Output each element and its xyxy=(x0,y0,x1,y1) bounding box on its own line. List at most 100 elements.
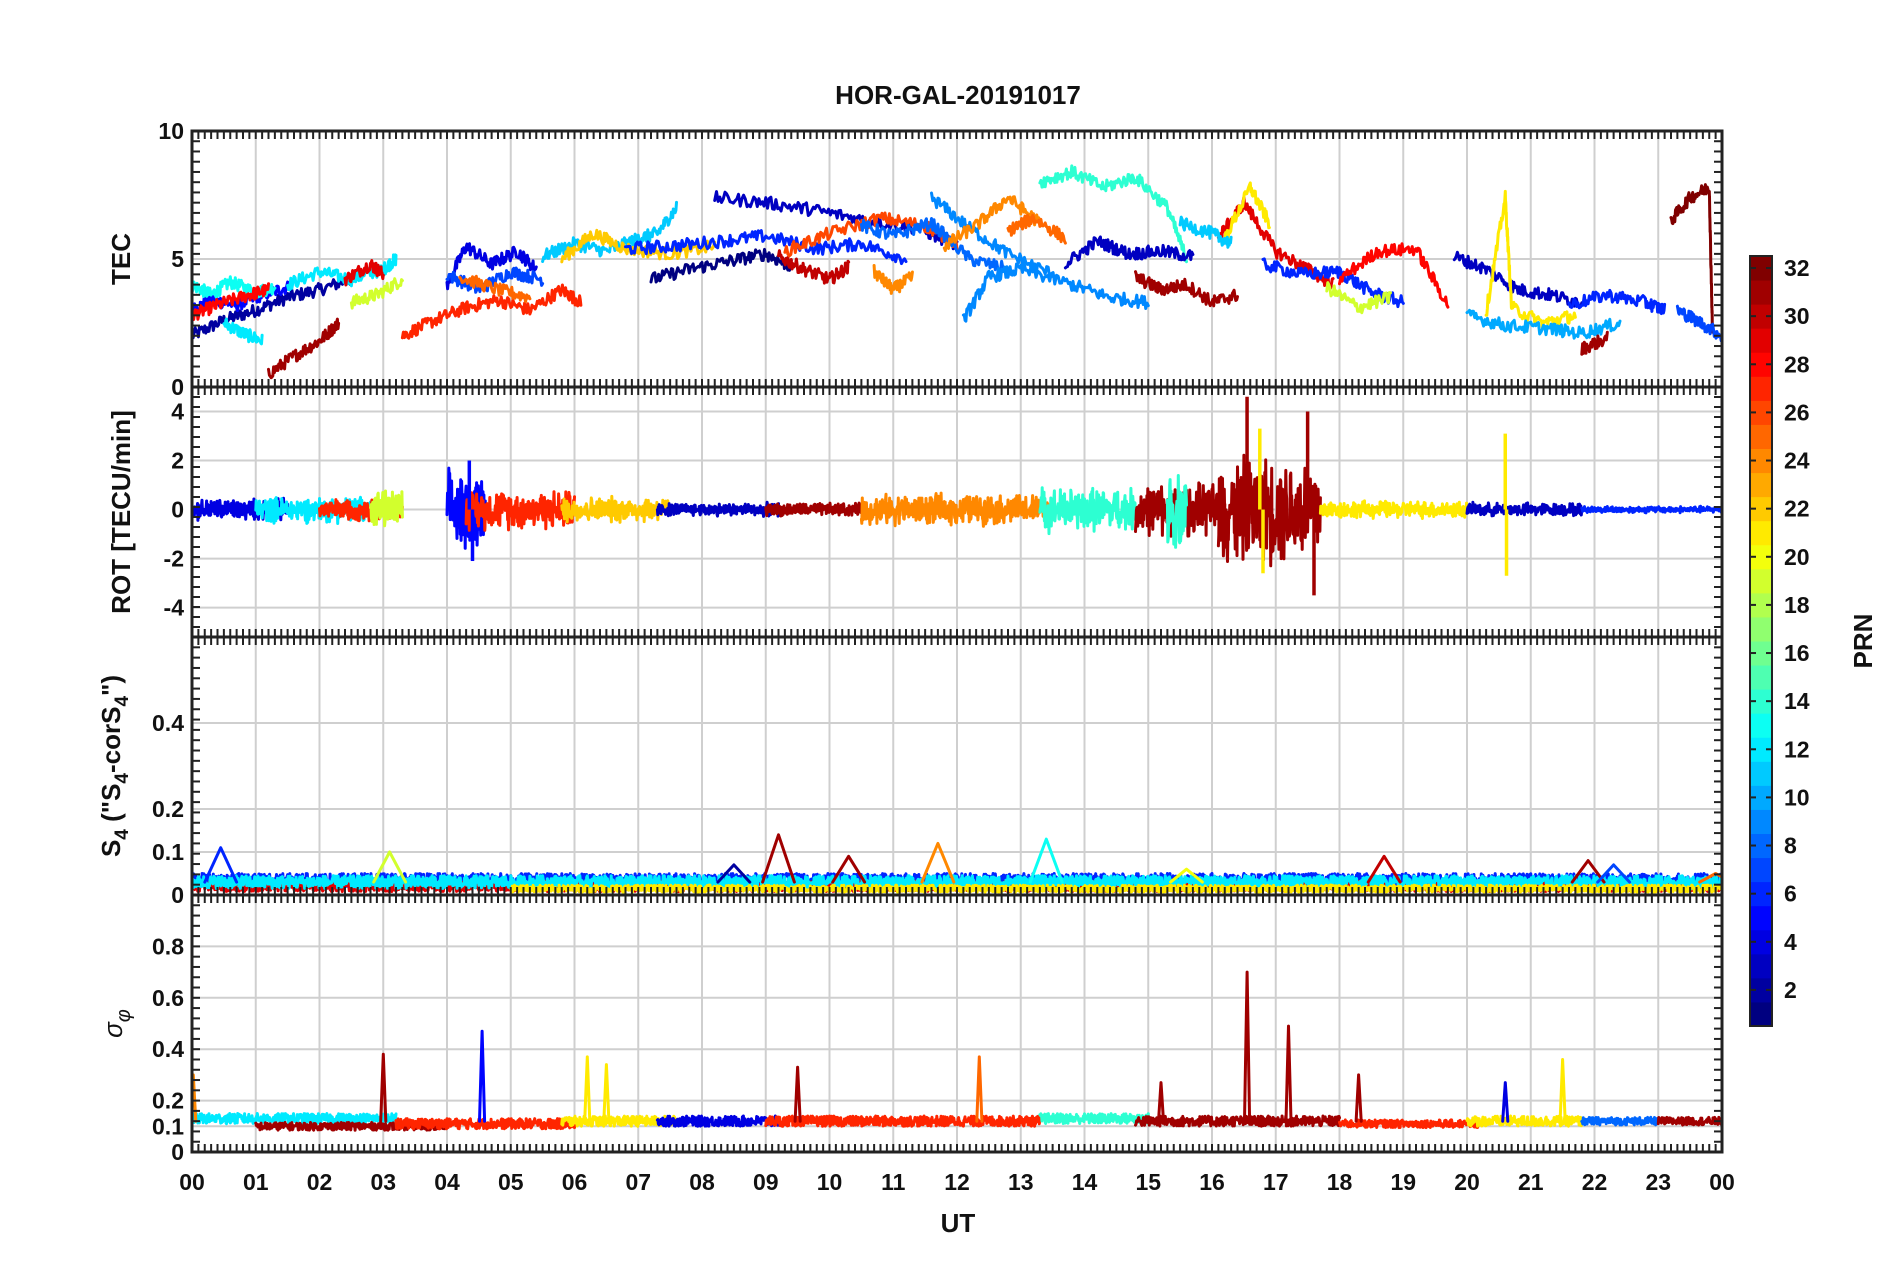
colorbar-segment xyxy=(1750,833,1772,859)
sigma-spike-prn-25 xyxy=(975,1055,984,1123)
series-prn-10 xyxy=(1465,308,1622,340)
x-tick-label: 17 xyxy=(1263,1169,1289,1195)
colorbar-tick-label: 22 xyxy=(1784,496,1810,522)
colorbar-segment xyxy=(1750,352,1772,377)
x-tick-label: 19 xyxy=(1390,1169,1416,1195)
colorbar-segment xyxy=(1750,520,1772,546)
colorbar-segment xyxy=(1750,713,1772,738)
y-tick-label: 10 xyxy=(158,118,184,144)
series-prn-4 xyxy=(445,242,538,291)
y-tick-label: 5 xyxy=(171,246,184,272)
x-tick-label: 03 xyxy=(370,1169,396,1195)
series-prn-22 xyxy=(560,494,672,524)
colorbar-segment xyxy=(1750,857,1772,883)
series-prn-12 xyxy=(192,1112,398,1126)
series-prn-27 xyxy=(400,283,583,340)
series-prn-31 xyxy=(1216,453,1322,568)
x-tick-label: 13 xyxy=(1008,1169,1034,1195)
x-tick-label: 15 xyxy=(1135,1169,1161,1195)
x-tick-label: 05 xyxy=(498,1169,524,1195)
colorbar-segment xyxy=(1750,376,1772,401)
series-prn-6 xyxy=(1567,288,1667,316)
series-prn-21 xyxy=(1318,499,1469,520)
x-tick-label: 00 xyxy=(1709,1169,1735,1195)
colorbar-segment xyxy=(1750,304,1772,329)
colorbar-segment xyxy=(1750,881,1772,907)
colorbar-segment xyxy=(1750,472,1772,498)
x-tick-label: 16 xyxy=(1199,1169,1225,1195)
colorbar-segment xyxy=(1750,616,1772,642)
series-prn-11 xyxy=(1178,215,1233,249)
y-tick-label: 0 xyxy=(171,374,184,400)
series-prn-24 xyxy=(942,195,1042,253)
sigma-spike-prn-31 xyxy=(1157,1081,1165,1123)
series-prn-21 xyxy=(1484,189,1577,330)
figure-title: HOR-GAL-20191017 xyxy=(835,80,1081,110)
colorbar-segment xyxy=(1750,689,1772,714)
series-prn-24 xyxy=(859,491,1055,528)
colorbar-tick-label: 4 xyxy=(1784,929,1797,955)
colorbar-tick-label: 8 xyxy=(1784,833,1797,859)
colorbar-title: PRN xyxy=(1848,614,1878,669)
colorbar-segment xyxy=(1750,737,1772,762)
colorbar-segment xyxy=(1750,544,1772,570)
colorbar-segment xyxy=(1750,400,1772,425)
x-tick-label: 10 xyxy=(817,1169,843,1195)
s4-bump-prn-6 xyxy=(203,846,239,884)
series-prn-27 xyxy=(394,1117,576,1131)
series-prn-1 xyxy=(649,247,793,284)
series-prn-24 xyxy=(872,264,914,295)
colorbar-segment xyxy=(1750,280,1772,305)
series-prn-28 xyxy=(1338,242,1450,309)
x-tick-label: 02 xyxy=(307,1169,333,1195)
series-prn-27 xyxy=(464,490,576,532)
series-prn-3 xyxy=(1063,235,1195,270)
y-axis-title-rot: ROT [TECU/min] xyxy=(106,410,136,614)
x-tick-label: 14 xyxy=(1072,1169,1098,1195)
series-prn-14 xyxy=(1038,1112,1150,1125)
y-tick-label: 4 xyxy=(171,399,184,425)
colorbar-segment xyxy=(1750,785,1772,810)
x-tick-label: 00 xyxy=(179,1169,205,1195)
s4-bump-prn-31 xyxy=(761,833,796,884)
s4-bump-prn-31 xyxy=(1570,859,1606,884)
x-tick-label: 21 xyxy=(1518,1169,1544,1195)
series-prn-3 xyxy=(1465,500,1584,518)
x-tick-label: 23 xyxy=(1645,1169,1671,1195)
colorbar-tick-label: 18 xyxy=(1784,592,1810,618)
series-prn-31 xyxy=(764,501,863,518)
s4-panel: 0 0.1 0.2 0.4 S4 ("S4-corS4") xyxy=(96,635,1724,908)
series-prn-14 xyxy=(1165,474,1188,549)
colorbar-tick-label: 2 xyxy=(1784,977,1797,1003)
colorbar-tick-label: 12 xyxy=(1784,736,1810,762)
colorbar-segment xyxy=(1750,929,1772,955)
series-prn-21 xyxy=(1465,1114,1584,1128)
y-tick-label: 0.8 xyxy=(152,933,184,959)
series-prn-32 xyxy=(1669,183,1714,334)
sigma-spike-prn-5 xyxy=(478,1029,487,1123)
x-tick-label: 08 xyxy=(689,1169,715,1195)
x-tick-label: 04 xyxy=(434,1169,460,1195)
series-prn-12 xyxy=(286,253,398,292)
series-prn-14 xyxy=(1038,164,1188,264)
x-tick-label: 11 xyxy=(881,1169,906,1195)
series-prn-27 xyxy=(1338,1118,1482,1130)
series-prn-8 xyxy=(859,217,1010,275)
series-prn-19 xyxy=(369,489,404,528)
colorbar-segment xyxy=(1750,328,1772,353)
colorbar-segment xyxy=(1750,641,1772,666)
y-tick-label: 0.2 xyxy=(152,796,184,822)
series-prn-4 xyxy=(655,1114,780,1128)
y-tick-label: 0.4 xyxy=(152,710,184,736)
series-prn-8 xyxy=(1580,1115,1660,1127)
y-tick-label: 2 xyxy=(171,448,184,474)
colorbar-tick-label: 28 xyxy=(1784,351,1810,377)
colorbar-tick-label: 30 xyxy=(1784,303,1810,329)
series-prn-3 xyxy=(1452,250,1584,308)
series-prn-6 xyxy=(1261,257,1405,309)
sigma-spike-prn-21 xyxy=(602,1063,611,1123)
sigma-spike-prn-31 xyxy=(1354,1073,1363,1123)
colorbar-segment xyxy=(1750,256,1772,281)
colorbar-tick-label: 24 xyxy=(1784,448,1810,474)
x-tick-label: 18 xyxy=(1327,1169,1353,1195)
